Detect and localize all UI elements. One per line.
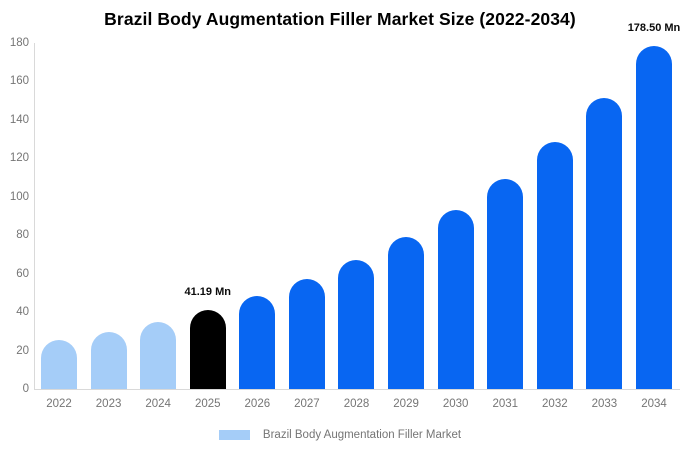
- bar-2027[interactable]: [288, 279, 325, 389]
- y-axis-tick-label: 80: [16, 229, 29, 242]
- x-axis-tick-label: 2025: [194, 398, 221, 410]
- x-axis-tick-label: 2033: [591, 398, 618, 410]
- x-axis-tick-label: 2029: [393, 398, 419, 410]
- x-axis-tick-label: 2022: [46, 398, 72, 410]
- y-axis-tick-label: 120: [9, 152, 29, 165]
- bar-2031[interactable]: [487, 178, 524, 389]
- bar-2025[interactable]: [189, 309, 226, 389]
- x-axis-tick-label: 2024: [145, 398, 171, 410]
- x-axis-tick-label: 2032: [542, 398, 568, 410]
- y-axis-tick-label: 60: [16, 267, 29, 280]
- bar-2033[interactable]: [586, 97, 623, 389]
- bar-2023[interactable]: [90, 331, 127, 389]
- bar-2034[interactable]: [635, 45, 672, 389]
- x-axis-tick-label: 2034: [641, 398, 667, 410]
- y-axis-tick-label: 100: [9, 190, 29, 203]
- chart-title: Brazil Body Augmentation Filler Market S…: [104, 9, 576, 29]
- x-axis-tick-label: 2027: [294, 398, 320, 410]
- legend-swatch: [218, 430, 250, 440]
- x-axis-line: [34, 389, 680, 390]
- y-axis-line: [34, 43, 35, 389]
- y-axis-tick-label: 160: [9, 75, 29, 88]
- bar-2032[interactable]: [536, 141, 573, 389]
- y-axis-tick-label: 20: [16, 344, 29, 357]
- bar-2022[interactable]: [41, 340, 77, 389]
- x-axis-tick-label: 2030: [442, 398, 469, 410]
- bar-2028[interactable]: [338, 260, 375, 389]
- bar-2026[interactable]: [239, 295, 276, 389]
- bar-value-label: 41.19 Mn: [184, 285, 231, 298]
- y-axis-tick-label: 40: [16, 306, 29, 319]
- x-axis-tick-label: 2026: [244, 398, 271, 410]
- bar-2029[interactable]: [388, 237, 425, 389]
- legend-label: Brazil Body Augmentation Filler Market: [262, 429, 462, 441]
- bar-value-label: 178.50 Mn: [627, 21, 680, 34]
- x-axis-tick-label: 2023: [95, 398, 122, 410]
- bar-2030[interactable]: [437, 210, 474, 389]
- bar-2024[interactable]: [140, 321, 177, 389]
- y-axis-tick-label: 180: [9, 37, 29, 49]
- y-axis-tick-label: 0: [22, 383, 29, 395]
- x-axis-tick-label: 2031: [492, 398, 519, 410]
- x-axis-tick-label: 2028: [343, 398, 370, 410]
- legend-item[interactable]: Brazil Body Augmentation Filler Market: [0, 427, 680, 443]
- y-axis-tick-label: 140: [9, 113, 29, 126]
